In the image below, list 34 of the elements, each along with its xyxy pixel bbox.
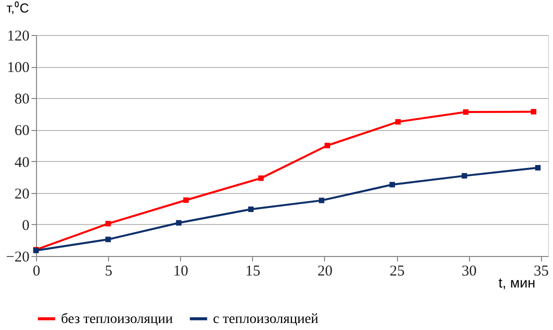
x-tick-label: 30 (462, 264, 477, 280)
legend-label: без теплоизоляции (61, 312, 174, 327)
point (462, 173, 468, 179)
x-tick-label: 35 (534, 264, 549, 280)
x-tick-label: 5 (104, 264, 112, 280)
x-tick-label: 20 (317, 264, 332, 280)
y-tick-label: 0 (22, 218, 30, 234)
x-tick-label: 0 (32, 264, 40, 280)
y-tick-label: 20 (14, 186, 30, 202)
point (248, 206, 254, 212)
point (530, 108, 536, 114)
x-tick-label: 10 (173, 264, 188, 280)
point (463, 109, 469, 115)
x-tick-label: 15 (245, 264, 260, 280)
point (390, 182, 395, 188)
y-tick-label: −20 (6, 250, 30, 266)
point (324, 142, 330, 148)
y-tick-label: 80 (14, 92, 30, 108)
legend-label: с теплоизоляцией (213, 312, 319, 327)
point (105, 220, 111, 226)
y-tick-label: 120 (7, 28, 30, 44)
y-tick-label: 60 (14, 123, 30, 140)
point (176, 220, 182, 226)
point (105, 236, 111, 242)
x-tick-label: 25 (390, 264, 405, 280)
point (535, 165, 541, 170)
x-axis-title: t, мин (498, 274, 536, 290)
y-tick-label: 40 (14, 154, 30, 171)
point (258, 175, 264, 181)
point (183, 197, 189, 203)
point (318, 198, 324, 204)
y-tick-label: 100 (7, 60, 30, 76)
y-axis-title: т,⁰С (6, 0, 30, 16)
point (395, 119, 401, 125)
